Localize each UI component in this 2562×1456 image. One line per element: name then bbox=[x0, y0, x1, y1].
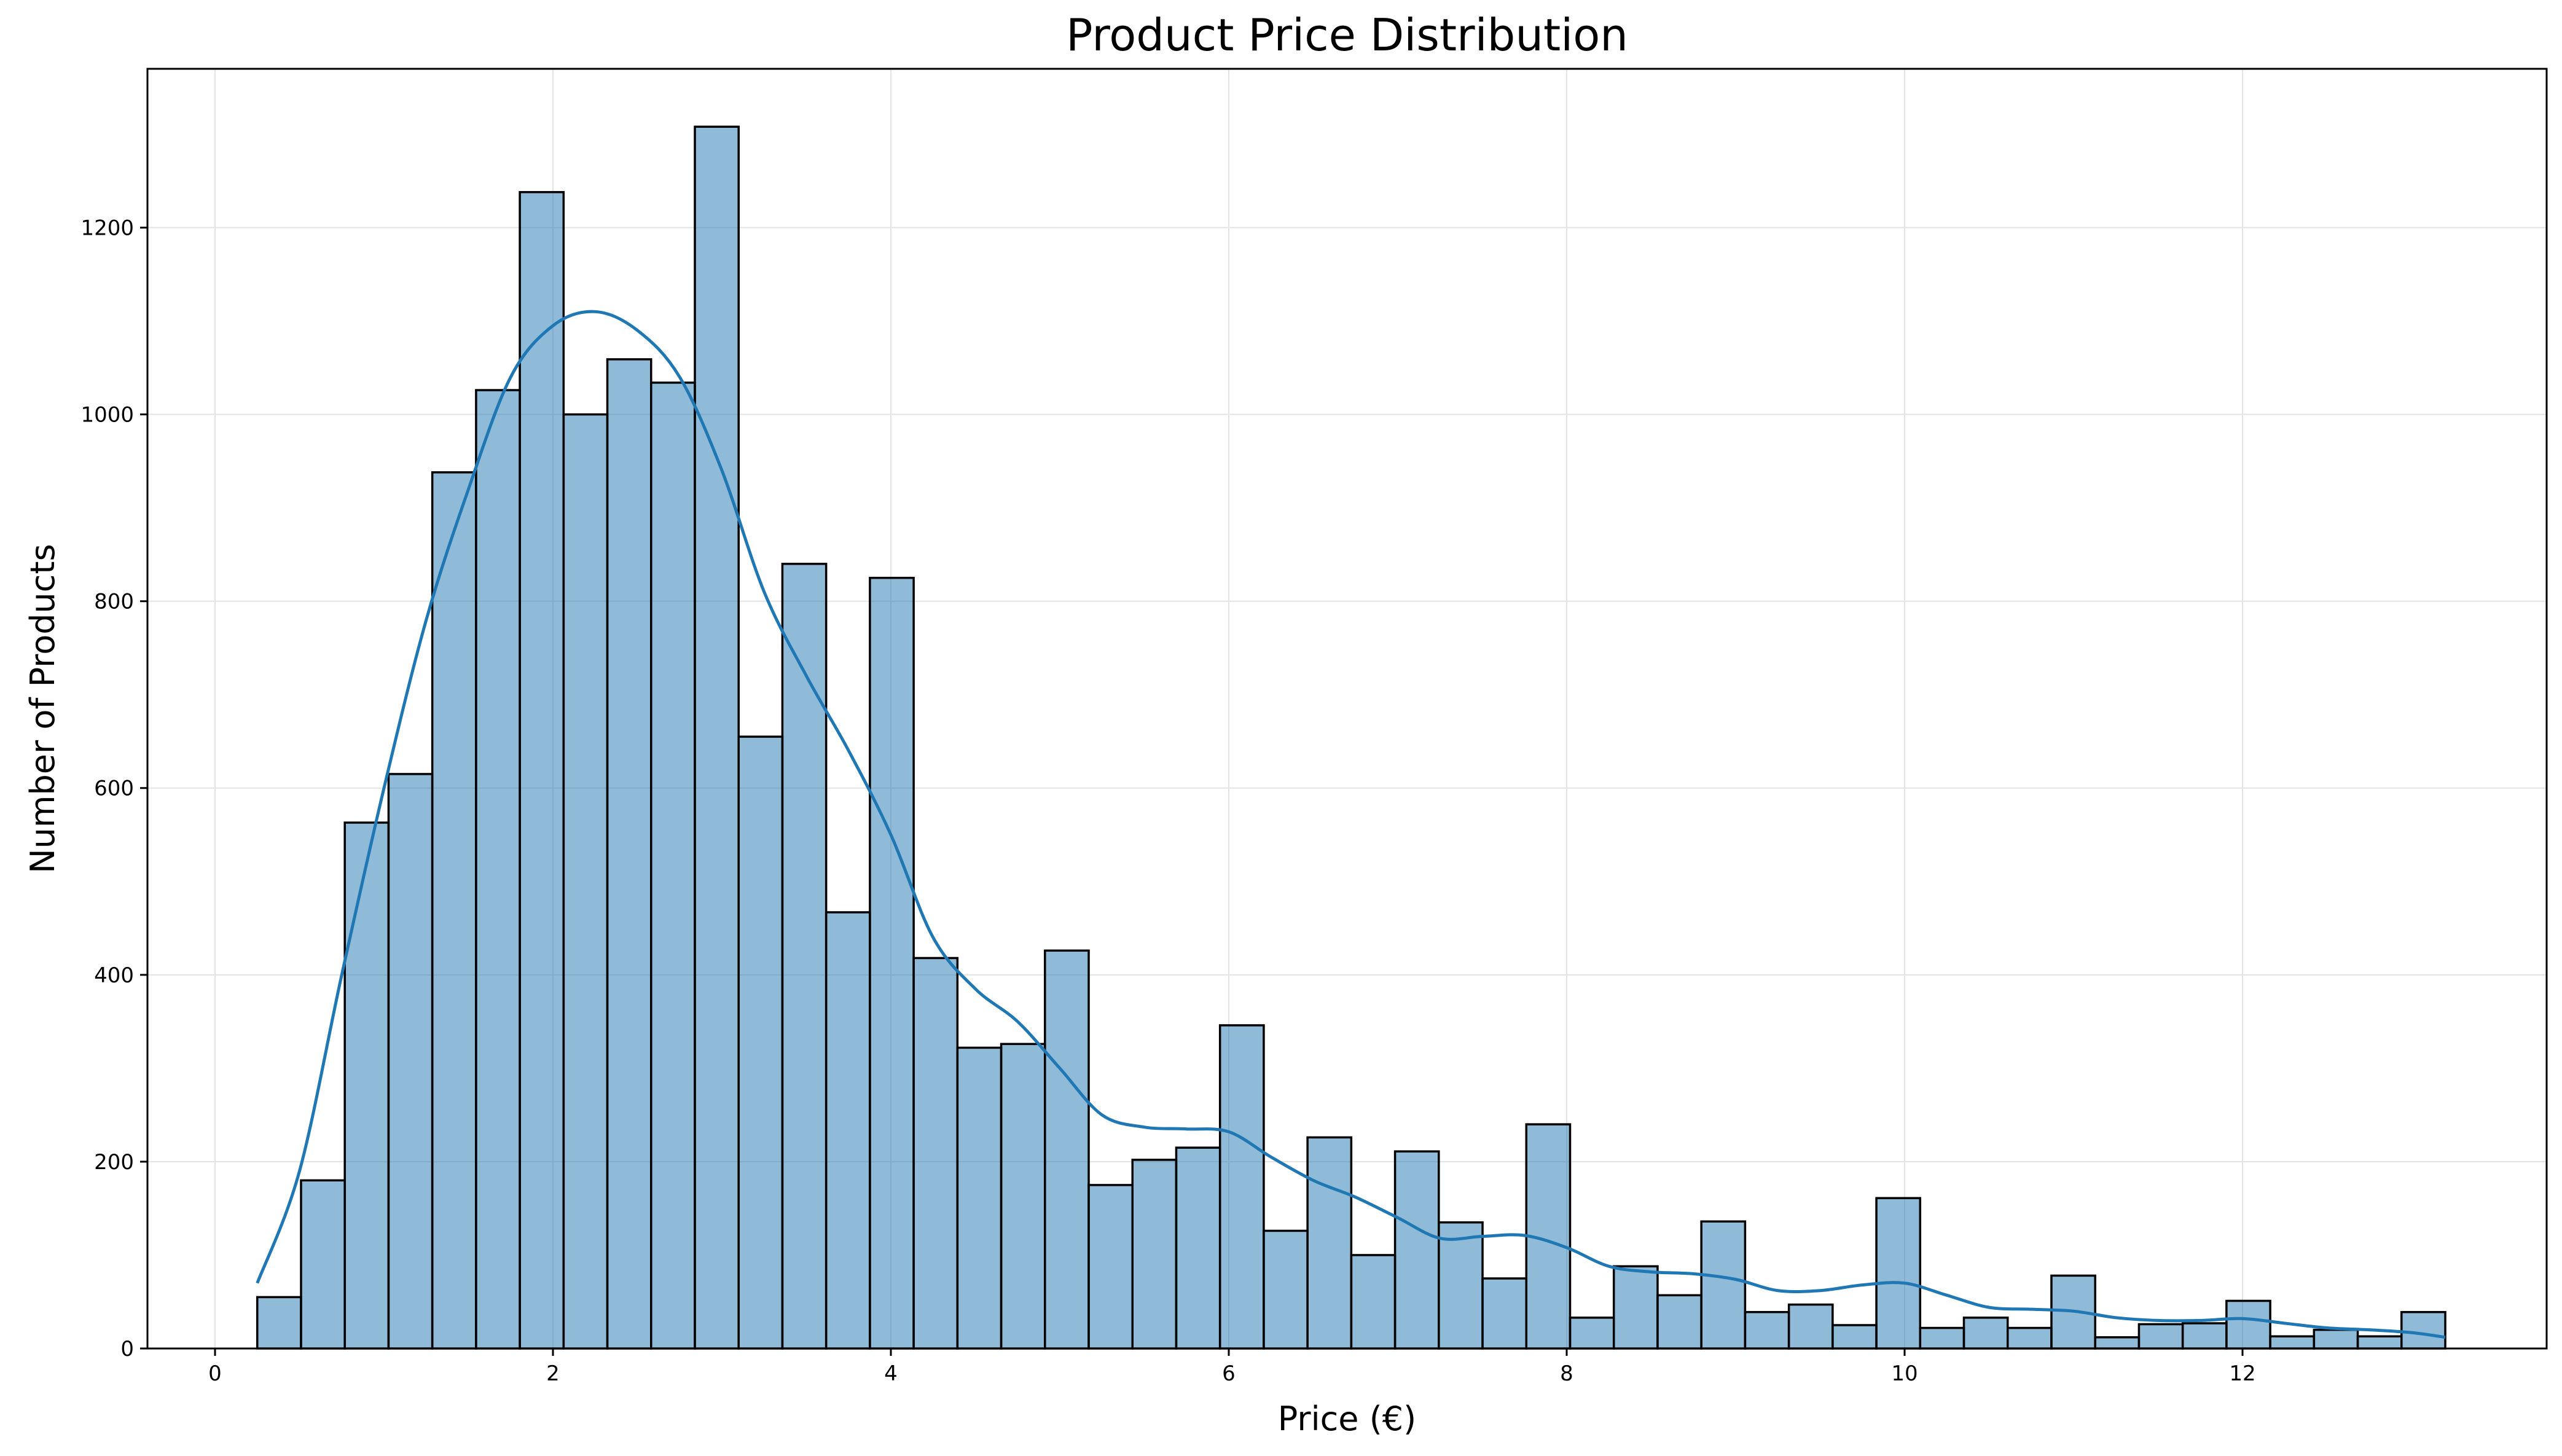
histogram-bar bbox=[2094, 1336, 2141, 1350]
y-axis-ticks: 0 200 400 600 800 1000 1200 bbox=[80, 216, 147, 1361]
kde-curve bbox=[256, 310, 2446, 1339]
histogram-bar bbox=[1263, 1229, 1309, 1350]
histogram-bar bbox=[1919, 1326, 1965, 1350]
histogram-bar bbox=[1481, 1277, 1528, 1350]
histogram-bar bbox=[1962, 1317, 2009, 1350]
histogram-bar bbox=[1744, 1310, 1790, 1350]
histogram-bar bbox=[300, 1179, 346, 1350]
x-tick-label: 8 bbox=[1560, 1361, 1573, 1386]
x-tick-label: 6 bbox=[1222, 1361, 1236, 1386]
histogram-bar bbox=[519, 190, 565, 1350]
histogram-bar bbox=[2225, 1299, 2271, 1350]
histogram-bar bbox=[1612, 1265, 1659, 1350]
histogram-bar bbox=[869, 576, 915, 1350]
histogram-bar bbox=[387, 773, 434, 1350]
histogram-bar bbox=[475, 389, 521, 1350]
x-axis-ticks: 0 2 4 6 8 10 12 bbox=[208, 1348, 2256, 1386]
histogram-bar bbox=[1044, 949, 1090, 1350]
histogram-bars bbox=[256, 125, 2446, 1350]
histogram-bar bbox=[2269, 1335, 2316, 1350]
histogram-bar bbox=[1700, 1220, 1747, 1350]
histogram-bar bbox=[1350, 1254, 1397, 1350]
histogram-bar bbox=[1218, 1024, 1265, 1350]
histogram-bar bbox=[956, 1046, 1003, 1350]
histogram-bar bbox=[2400, 1310, 2446, 1350]
histogram-bar bbox=[912, 957, 959, 1350]
histogram-bar bbox=[2313, 1328, 2359, 1350]
histogram-bar bbox=[1438, 1221, 1484, 1350]
histogram-bar bbox=[606, 358, 652, 1350]
x-tick-label: 4 bbox=[884, 1361, 898, 1386]
histogram-bar bbox=[431, 471, 477, 1350]
y-tick-label: 1200 bbox=[80, 216, 134, 240]
histogram-bar bbox=[1656, 1294, 1702, 1350]
y-tick-label: 400 bbox=[94, 963, 134, 988]
y-tick-label: 0 bbox=[120, 1337, 134, 1361]
x-tick-label: 10 bbox=[1891, 1361, 1918, 1386]
histogram-bar bbox=[1875, 1197, 1922, 1350]
histogram-bar bbox=[1131, 1159, 1178, 1350]
x-tick-label: 0 bbox=[208, 1361, 222, 1386]
histogram-bar bbox=[343, 821, 390, 1350]
histogram-bar bbox=[1569, 1317, 1615, 1350]
histogram-bar bbox=[1787, 1303, 1834, 1350]
x-tick-label: 2 bbox=[546, 1361, 560, 1386]
histogram-bar bbox=[1306, 1136, 1353, 1350]
histogram-bar bbox=[737, 735, 784, 1350]
chart-title: Product Price Distribution bbox=[1066, 9, 1628, 61]
histogram-bar bbox=[562, 413, 609, 1350]
y-tick-label: 1000 bbox=[80, 403, 134, 428]
x-axis-label: Price (€) bbox=[1278, 1399, 1416, 1438]
histogram-bar bbox=[2007, 1326, 2053, 1350]
y-tick-label: 800 bbox=[94, 590, 134, 614]
y-axis-label: Number of Products bbox=[23, 544, 62, 873]
histogram-bar bbox=[1831, 1324, 1878, 1350]
histogram-bar bbox=[825, 911, 871, 1350]
plot-area-frame bbox=[146, 68, 2548, 1350]
histogram-bar bbox=[1087, 1184, 1134, 1350]
histogram-bar bbox=[256, 1296, 302, 1350]
histogram-bar bbox=[2181, 1322, 2228, 1350]
x-tick-label: 12 bbox=[2229, 1361, 2255, 1386]
histogram-bar bbox=[2137, 1323, 2184, 1350]
y-tick-label: 600 bbox=[94, 777, 134, 801]
histogram-bar bbox=[694, 125, 740, 1350]
histogram-bar bbox=[1393, 1150, 1440, 1350]
histogram-bar bbox=[1175, 1146, 1221, 1350]
histogram-bar bbox=[650, 382, 696, 1350]
histogram-bar bbox=[1000, 1043, 1046, 1350]
y-tick-label: 200 bbox=[94, 1150, 134, 1175]
histogram-bar bbox=[781, 563, 828, 1350]
histogram-bar bbox=[2356, 1335, 2403, 1350]
